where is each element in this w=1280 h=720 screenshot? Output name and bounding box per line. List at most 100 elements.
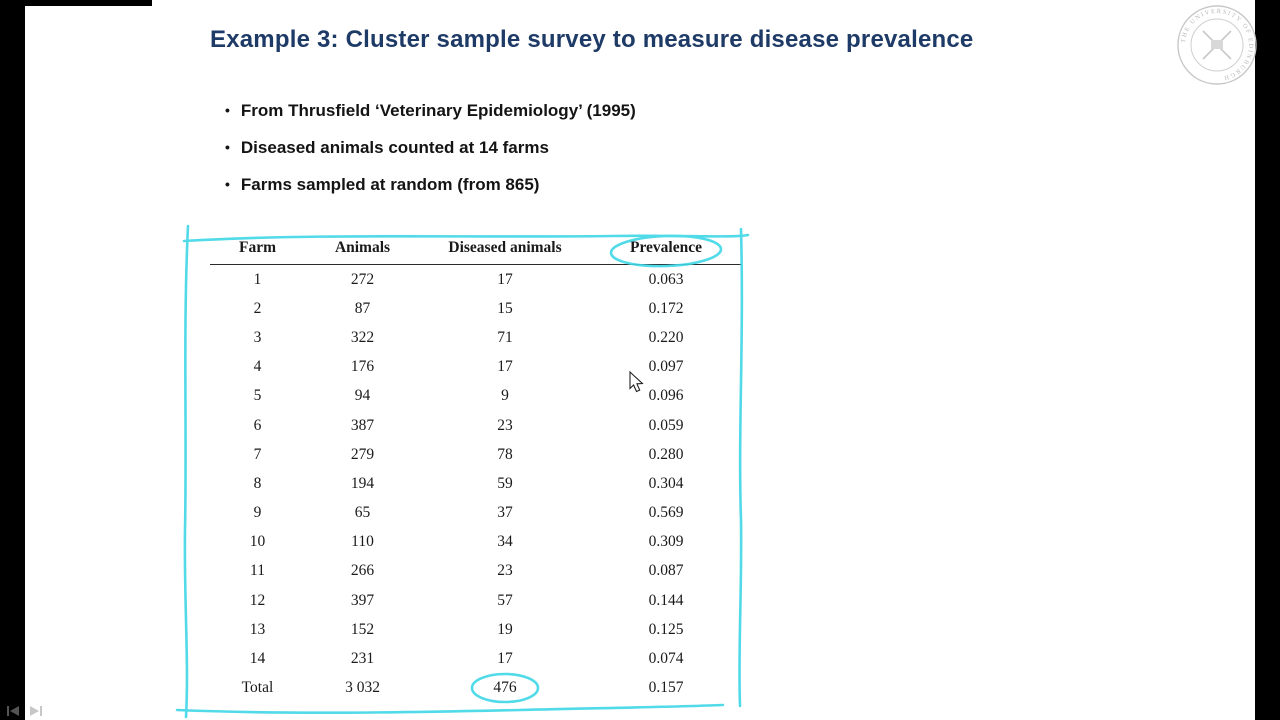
table-cell: 0.096: [648, 387, 684, 405]
bullet-text: From Thrusfield ‘Veterinary Epidemiology…: [240, 101, 636, 120]
table-cell: 10: [249, 533, 266, 551]
bullet-text: Farms sampled at random (from 865): [240, 175, 540, 194]
player-controls: [6, 705, 43, 717]
table-total-row: Total 3 032 476 0.157: [210, 674, 742, 703]
bullet-dot: •: [225, 176, 230, 192]
table-row: 14 231 17 0.074: [210, 644, 742, 673]
table-cell: 0.144: [648, 591, 684, 609]
skip-forward-button[interactable]: [29, 705, 43, 717]
bullet-item: • From Thrusfield ‘Veterinary Epidemiolo…: [225, 99, 636, 122]
table-row: 5 94 9 0.096: [210, 382, 742, 411]
table-cell: 65: [354, 504, 371, 522]
bullet-item: • Diseased animals counted at 14 farms: [225, 136, 636, 159]
table-header-row: Farm Animals Diseased animals Prevalence: [210, 239, 742, 265]
table-row: 3 322 71 0.220: [210, 323, 742, 352]
university-logo: THE UNIVERSITY OF EDINBURGH: [1177, 5, 1257, 85]
table-cell: 0.059: [648, 416, 684, 434]
table-cell: 71: [497, 328, 513, 346]
table-cell: 0.157: [648, 679, 684, 697]
bullet-text: Diseased animals counted at 14 farms: [240, 138, 549, 157]
table-cell: 0.125: [648, 620, 684, 638]
table-cell: 279: [350, 445, 375, 463]
table-cell: 0.304: [648, 474, 684, 492]
table-cell: 15: [497, 299, 513, 317]
table-cell: 3 032: [345, 679, 380, 697]
table-row: 2 87 15 0.172: [210, 294, 742, 323]
table-cell: 17: [497, 270, 513, 288]
table-cell: 176: [350, 358, 375, 376]
table-cell: 387: [350, 416, 375, 434]
table-cell: 0.280: [648, 445, 684, 463]
table-cell: 0.063: [648, 270, 684, 288]
table-cell: 231: [350, 650, 375, 668]
bullet-dot: •: [225, 139, 230, 155]
table-cell: 397: [350, 591, 375, 609]
table-cell: 0.074: [648, 650, 684, 668]
table-row: 10 110 34 0.309: [210, 528, 742, 557]
table-cell: 2: [253, 299, 262, 317]
logo-book-icon: [1211, 40, 1223, 49]
column-header: Diseased animals: [420, 239, 590, 265]
skip-back-button[interactable]: [6, 705, 20, 717]
table-cell: 17: [497, 650, 513, 668]
data-table: Farm Animals Diseased animals Prevalence…: [210, 239, 742, 703]
table-cell: 78: [497, 445, 513, 463]
bullet-dot: •: [225, 102, 230, 118]
table-cell: 34: [497, 533, 513, 551]
table-cell: 8: [253, 474, 262, 492]
table-cell: 37: [497, 504, 513, 522]
table-cell: 23: [497, 562, 513, 580]
table-row: 6 387 23 0.059: [210, 411, 742, 440]
table-cell: 0.569: [648, 504, 684, 522]
logo-inner-ring: [1190, 18, 1244, 72]
table-cell: 476: [493, 679, 517, 697]
table-cell: 11: [250, 562, 265, 580]
table-row: 11 266 23 0.087: [210, 557, 742, 586]
bullet-list: • From Thrusfield ‘Veterinary Epidemiolo…: [225, 99, 636, 210]
table-cell: 6: [253, 416, 262, 434]
table-cell: 14: [249, 650, 266, 668]
table-row: 7 279 78 0.280: [210, 440, 742, 469]
table-cell: 0.097: [648, 358, 684, 376]
column-header: Farm: [210, 239, 305, 265]
table-cell: 9: [501, 387, 509, 405]
table-body: 1 272 17 0.063 2 87 15 0.172 3 322 71 0.220 4 176 17 0.…: [210, 265, 742, 703]
letterbox-strip: [0, 0, 152, 6]
table-cell: 13: [249, 620, 266, 638]
table-cell: 12: [249, 591, 266, 609]
table-cell: 57: [497, 591, 513, 609]
table-cell: 17: [497, 358, 513, 376]
table-cell: 266: [350, 562, 375, 580]
slide-title: Example 3: Cluster sample survey to meas…: [210, 26, 974, 53]
table-cell: 0.087: [648, 562, 684, 580]
slide: Example 3: Cluster sample survey to meas…: [25, 0, 1257, 720]
table-cell: 23: [497, 416, 513, 434]
table-cell: 4: [253, 358, 262, 376]
table-cell: 94: [354, 387, 371, 405]
table-cell: Total: [241, 679, 274, 697]
table-cell: 9: [253, 504, 262, 522]
column-header: Prevalence: [590, 239, 742, 265]
table-cell: 5: [253, 387, 262, 405]
table-cell: 19: [497, 620, 513, 638]
table-cell: 0.309: [648, 533, 684, 551]
table-cell: 194: [350, 474, 375, 492]
table-cell: 59: [497, 474, 513, 492]
table-cell: 0.172: [648, 299, 684, 317]
table-cell: 0.220: [648, 328, 684, 346]
logo-outer-ring: [1177, 5, 1257, 85]
table-row: 4 176 17 0.097: [210, 353, 742, 382]
table-cell: 87: [354, 299, 371, 317]
table-cell: 110: [351, 533, 374, 551]
table-row: 13 152 19 0.125: [210, 615, 742, 644]
table-row: 12 397 57 0.144: [210, 586, 742, 615]
table-cell: 3: [253, 328, 262, 346]
table-row: 8 194 59 0.304: [210, 469, 742, 498]
bullet-item: • Farms sampled at random (from 865): [225, 173, 636, 196]
table-row: 9 65 37 0.569: [210, 499, 742, 528]
column-header: Animals: [305, 239, 420, 265]
table-cell: 272: [350, 270, 375, 288]
table-cell: 7: [253, 445, 262, 463]
table-cell: 1: [253, 270, 262, 288]
